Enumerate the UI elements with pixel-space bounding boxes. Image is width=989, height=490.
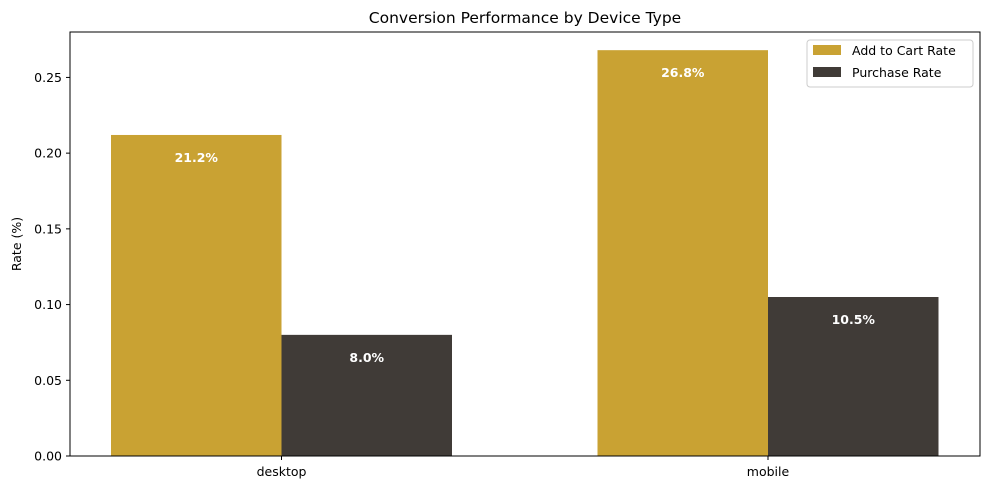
bar-labels-layer: 21.2% 26.8% 8.0% 10.5%	[175, 65, 876, 365]
legend-swatch	[813, 45, 841, 55]
bar-mobile-1	[768, 297, 939, 456]
bars-layer	[111, 50, 939, 457]
legend: Add to Cart Rate Purchase Rate	[806, 39, 974, 88]
bar-desktop-1	[281, 334, 452, 456]
legend-label: Purchase Rate	[852, 65, 942, 80]
bar-value-label: 26.8%	[661, 65, 705, 80]
y-tick-label: 0.10	[34, 297, 62, 312]
y-axis-label: Rate (%)	[9, 217, 24, 271]
y-tick-label: 0.25	[34, 70, 62, 85]
y-tick-label: 0.20	[34, 146, 62, 161]
legend-label: Add to Cart Rate	[852, 43, 956, 58]
chart-title: Conversion Performance by Device Type	[369, 9, 681, 27]
bar-value-label: 8.0%	[349, 350, 384, 365]
plot-frame	[69, 31, 981, 457]
bar-value-label: 10.5%	[832, 312, 876, 327]
bar-mobile-0	[597, 50, 768, 457]
bar-desktop-0	[111, 134, 282, 456]
axes-layer: 0.00 0.05 0.10 0.15 0.20 0.25 desktop mobile	[34, 31, 981, 479]
x-tick-label: desktop	[257, 464, 307, 479]
legend-swatch	[813, 67, 841, 77]
y-tick-label: 0.00	[34, 449, 62, 464]
y-tick-label: 0.15	[34, 221, 62, 236]
x-tick-label: mobile	[747, 464, 790, 479]
bar-value-label: 21.2%	[175, 150, 219, 165]
legend-box	[806, 39, 974, 88]
y-tick-label: 0.05	[34, 373, 62, 388]
